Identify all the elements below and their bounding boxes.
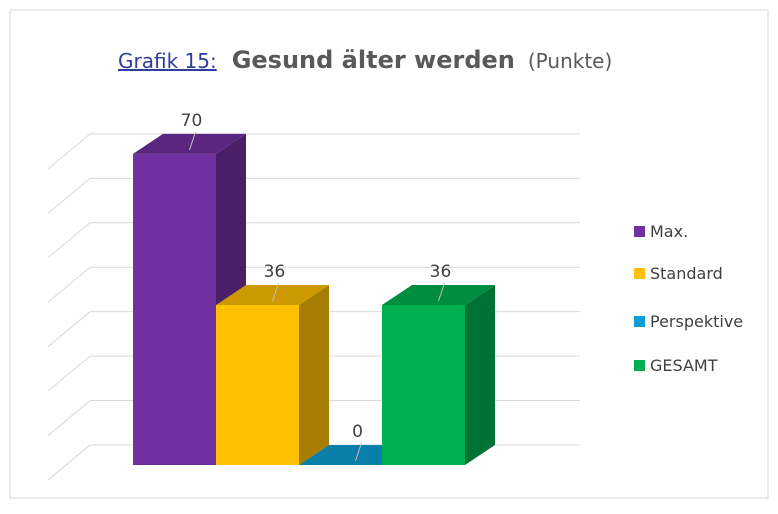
- bar-top: [133, 133, 246, 154]
- bar-top: [216, 285, 329, 306]
- grid-line: [47, 133, 580, 170]
- label-leader: [355, 442, 362, 462]
- data-label: 36: [430, 262, 452, 282]
- grid-line: [47, 222, 580, 259]
- legend-label: GESAMT: [650, 356, 718, 375]
- legend-label: Perspektive: [650, 312, 743, 331]
- title-unit: (Punkte): [528, 49, 612, 73]
- legend-swatch: [634, 268, 645, 279]
- bar-side: [299, 285, 329, 465]
- bar-top: [382, 285, 495, 306]
- floor-edge: [47, 444, 91, 481]
- label-leader: [189, 131, 196, 151]
- label-leader: [272, 282, 279, 302]
- data-label: 36: [264, 262, 286, 282]
- bar-front: [382, 305, 465, 465]
- title-main: Gesund älter werden: [232, 46, 515, 74]
- data-label: 70: [181, 111, 203, 131]
- bar-side: [465, 285, 495, 465]
- bar-front: [133, 153, 216, 466]
- label-leader: [438, 282, 445, 302]
- legend-swatch: [634, 226, 645, 237]
- data-label: 0: [352, 422, 363, 442]
- legend-swatch: [634, 316, 645, 327]
- bar-front: [216, 305, 299, 465]
- title-label: Grafik 15:: [118, 49, 217, 73]
- legend-label: Standard: [650, 264, 723, 283]
- grid-line: [47, 177, 580, 214]
- legend-swatch: [634, 360, 645, 371]
- legend-label: Max.: [650, 222, 688, 241]
- bar: [216, 285, 329, 465]
- chart-title: Grafik 15: Gesund älter werden (Punkte): [118, 46, 612, 74]
- grid-line: [47, 266, 580, 303]
- bar: [382, 285, 495, 465]
